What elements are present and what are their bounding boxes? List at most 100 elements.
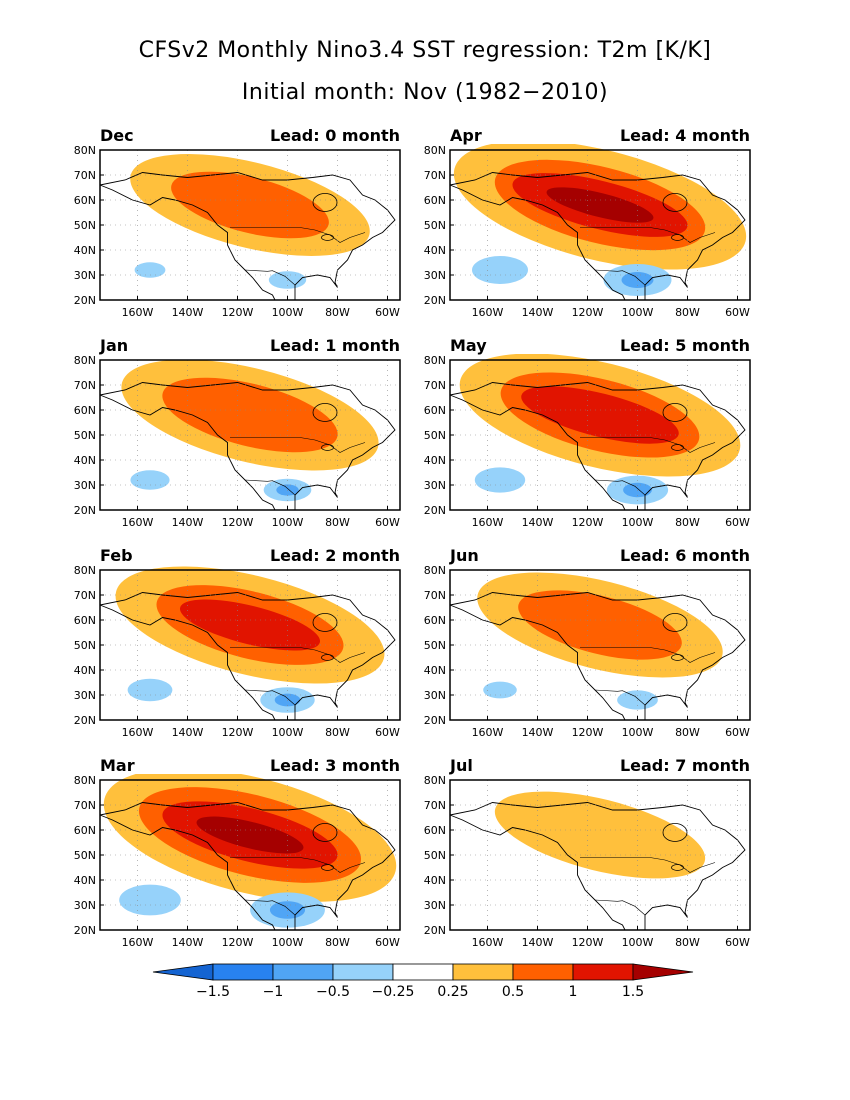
lat-tick-label: 40N <box>424 874 446 887</box>
figure-subtitle: Initial month: Nov (1982−2010) <box>241 80 609 105</box>
lon-tick-label: 160W <box>122 306 154 319</box>
lat-tick-label: 70N <box>424 379 446 392</box>
map-panel: 80N 70N 60N 50N 40N 30N 20N 160W 140W 120W 100W 80W… <box>74 354 401 529</box>
lat-tick-label: 80N <box>74 564 96 577</box>
lat-tick-label: 40N <box>74 664 96 677</box>
lat-tick-label: 80N <box>424 354 446 367</box>
colorbar-segment <box>452 963 514 981</box>
lon-tick-label: 60W <box>375 936 400 949</box>
lat-tick-label: 50N <box>74 639 96 652</box>
lon-tick-label: 140W <box>522 306 554 319</box>
lon-tick-label: 60W <box>375 306 400 319</box>
panel-lead-label: Lead: 2 month <box>269 546 400 565</box>
lat-tick-label: 70N <box>74 169 96 182</box>
map-panel: 80N 70N 60N 50N 40N 30N 20N 160W 140W 120W 100W 80W… <box>424 774 751 949</box>
lat-tick-label: 50N <box>424 639 446 652</box>
lat-tick-label: 30N <box>424 479 446 492</box>
colorbar-min-arrow <box>152 963 214 981</box>
lat-tick-label: 20N <box>74 504 96 517</box>
lon-tick-label: 100W <box>272 936 304 949</box>
lon-tick-label: 120W <box>222 936 254 949</box>
colorbar-segment <box>332 963 394 981</box>
lon-tick-label: 60W <box>725 936 750 949</box>
panel-month-label: Jan <box>100 336 129 355</box>
lon-tick-label: 160W <box>472 306 504 319</box>
map-panel: 80N 70N 60N 50N 40N 30N 20N 160W 140W 120W 100W 80W… <box>74 144 401 319</box>
lon-tick-label: 140W <box>522 936 554 949</box>
lon-tick-label: 120W <box>572 516 604 529</box>
lat-tick-label: 60N <box>424 614 446 627</box>
panel-month-label: Mar <box>100 756 135 775</box>
lat-tick-label: 70N <box>424 169 446 182</box>
lat-tick-label: 60N <box>424 194 446 207</box>
lat-tick-label: 20N <box>424 504 446 517</box>
panel-month-label: Jul <box>450 756 473 775</box>
panel-lead-label: Lead: 0 month <box>269 126 400 145</box>
lon-tick-label: 80W <box>325 726 350 739</box>
colorbar-segment <box>512 963 574 981</box>
lon-tick-label: 100W <box>272 516 304 529</box>
lat-tick-label: 80N <box>424 774 446 787</box>
colorbar-label: −0.5 <box>316 984 350 1000</box>
lat-tick-label: 50N <box>74 219 96 232</box>
lon-tick-label: 60W <box>375 516 400 529</box>
lon-tick-label: 60W <box>725 726 750 739</box>
lon-tick-label: 160W <box>122 726 154 739</box>
lon-tick-label: 60W <box>725 306 750 319</box>
panel-lead-label: Lead: 3 month <box>269 756 400 775</box>
panel-lead-label: Lead: 5 month <box>619 336 750 355</box>
lat-tick-label: 50N <box>74 429 96 442</box>
lon-tick-label: 60W <box>375 726 400 739</box>
lon-tick-label: 100W <box>272 726 304 739</box>
map-panel: 80N 70N 60N 50N 40N 30N 20N 160W 140W 120W 100W 80W… <box>74 564 401 739</box>
colorbar-label: 1.5 <box>622 984 644 1000</box>
panel-month-label: May <box>450 336 487 355</box>
panel-month-label: Feb <box>100 546 133 565</box>
lon-tick-label: 120W <box>572 936 604 949</box>
lon-tick-label: 160W <box>122 516 154 529</box>
colorbar-label: −1 <box>263 984 284 1000</box>
lat-tick-label: 40N <box>74 244 96 257</box>
lat-tick-label: 30N <box>424 899 446 912</box>
figure-title: CFSv2 Monthly Nino3.4 SST regression: T2… <box>138 38 712 63</box>
lon-tick-label: 140W <box>522 726 554 739</box>
map-panel: 80N 70N 60N 50N 40N 30N 20N 160W 140W 120W 100W 80W… <box>424 564 751 739</box>
colorbar-label: −1.5 <box>196 984 230 1000</box>
lon-tick-label: 120W <box>222 726 254 739</box>
colorbar-segment <box>572 963 634 981</box>
colorbar-label: 0.5 <box>502 984 524 1000</box>
lon-tick-label: 80W <box>325 936 350 949</box>
lat-tick-label: 40N <box>74 454 96 467</box>
lon-tick-label: 100W <box>622 306 654 319</box>
lat-tick-label: 70N <box>74 379 96 392</box>
lat-tick-label: 20N <box>74 294 96 307</box>
lat-tick-label: 30N <box>74 269 96 282</box>
lon-tick-label: 80W <box>675 936 700 949</box>
lon-tick-label: 160W <box>472 516 504 529</box>
colorbar-segment <box>212 963 274 981</box>
lon-tick-label: 140W <box>172 306 204 319</box>
panel-lead-label: Lead: 4 month <box>619 126 750 145</box>
lat-tick-label: 20N <box>74 714 96 727</box>
lat-tick-label: 20N <box>424 714 446 727</box>
lon-tick-label: 160W <box>122 936 154 949</box>
lat-tick-label: 40N <box>424 454 446 467</box>
lat-tick-label: 70N <box>74 589 96 602</box>
lat-tick-label: 50N <box>424 219 446 232</box>
lat-tick-label: 60N <box>424 404 446 417</box>
colorbar-label: −0.25 <box>372 984 415 1000</box>
lat-tick-label: 80N <box>74 774 96 787</box>
lat-tick-label: 60N <box>74 824 96 837</box>
lon-tick-label: 160W <box>472 936 504 949</box>
lat-tick-label: 60N <box>74 404 96 417</box>
lon-tick-label: 140W <box>172 936 204 949</box>
lat-tick-label: 50N <box>74 849 96 862</box>
lon-tick-label: 140W <box>522 516 554 529</box>
panel-month-label: Jun <box>450 546 479 565</box>
panel-month-label: Apr <box>450 126 482 145</box>
lat-tick-label: 80N <box>74 354 96 367</box>
lon-tick-label: 100W <box>622 936 654 949</box>
lat-tick-label: 70N <box>74 799 96 812</box>
lat-tick-label: 20N <box>74 924 96 937</box>
